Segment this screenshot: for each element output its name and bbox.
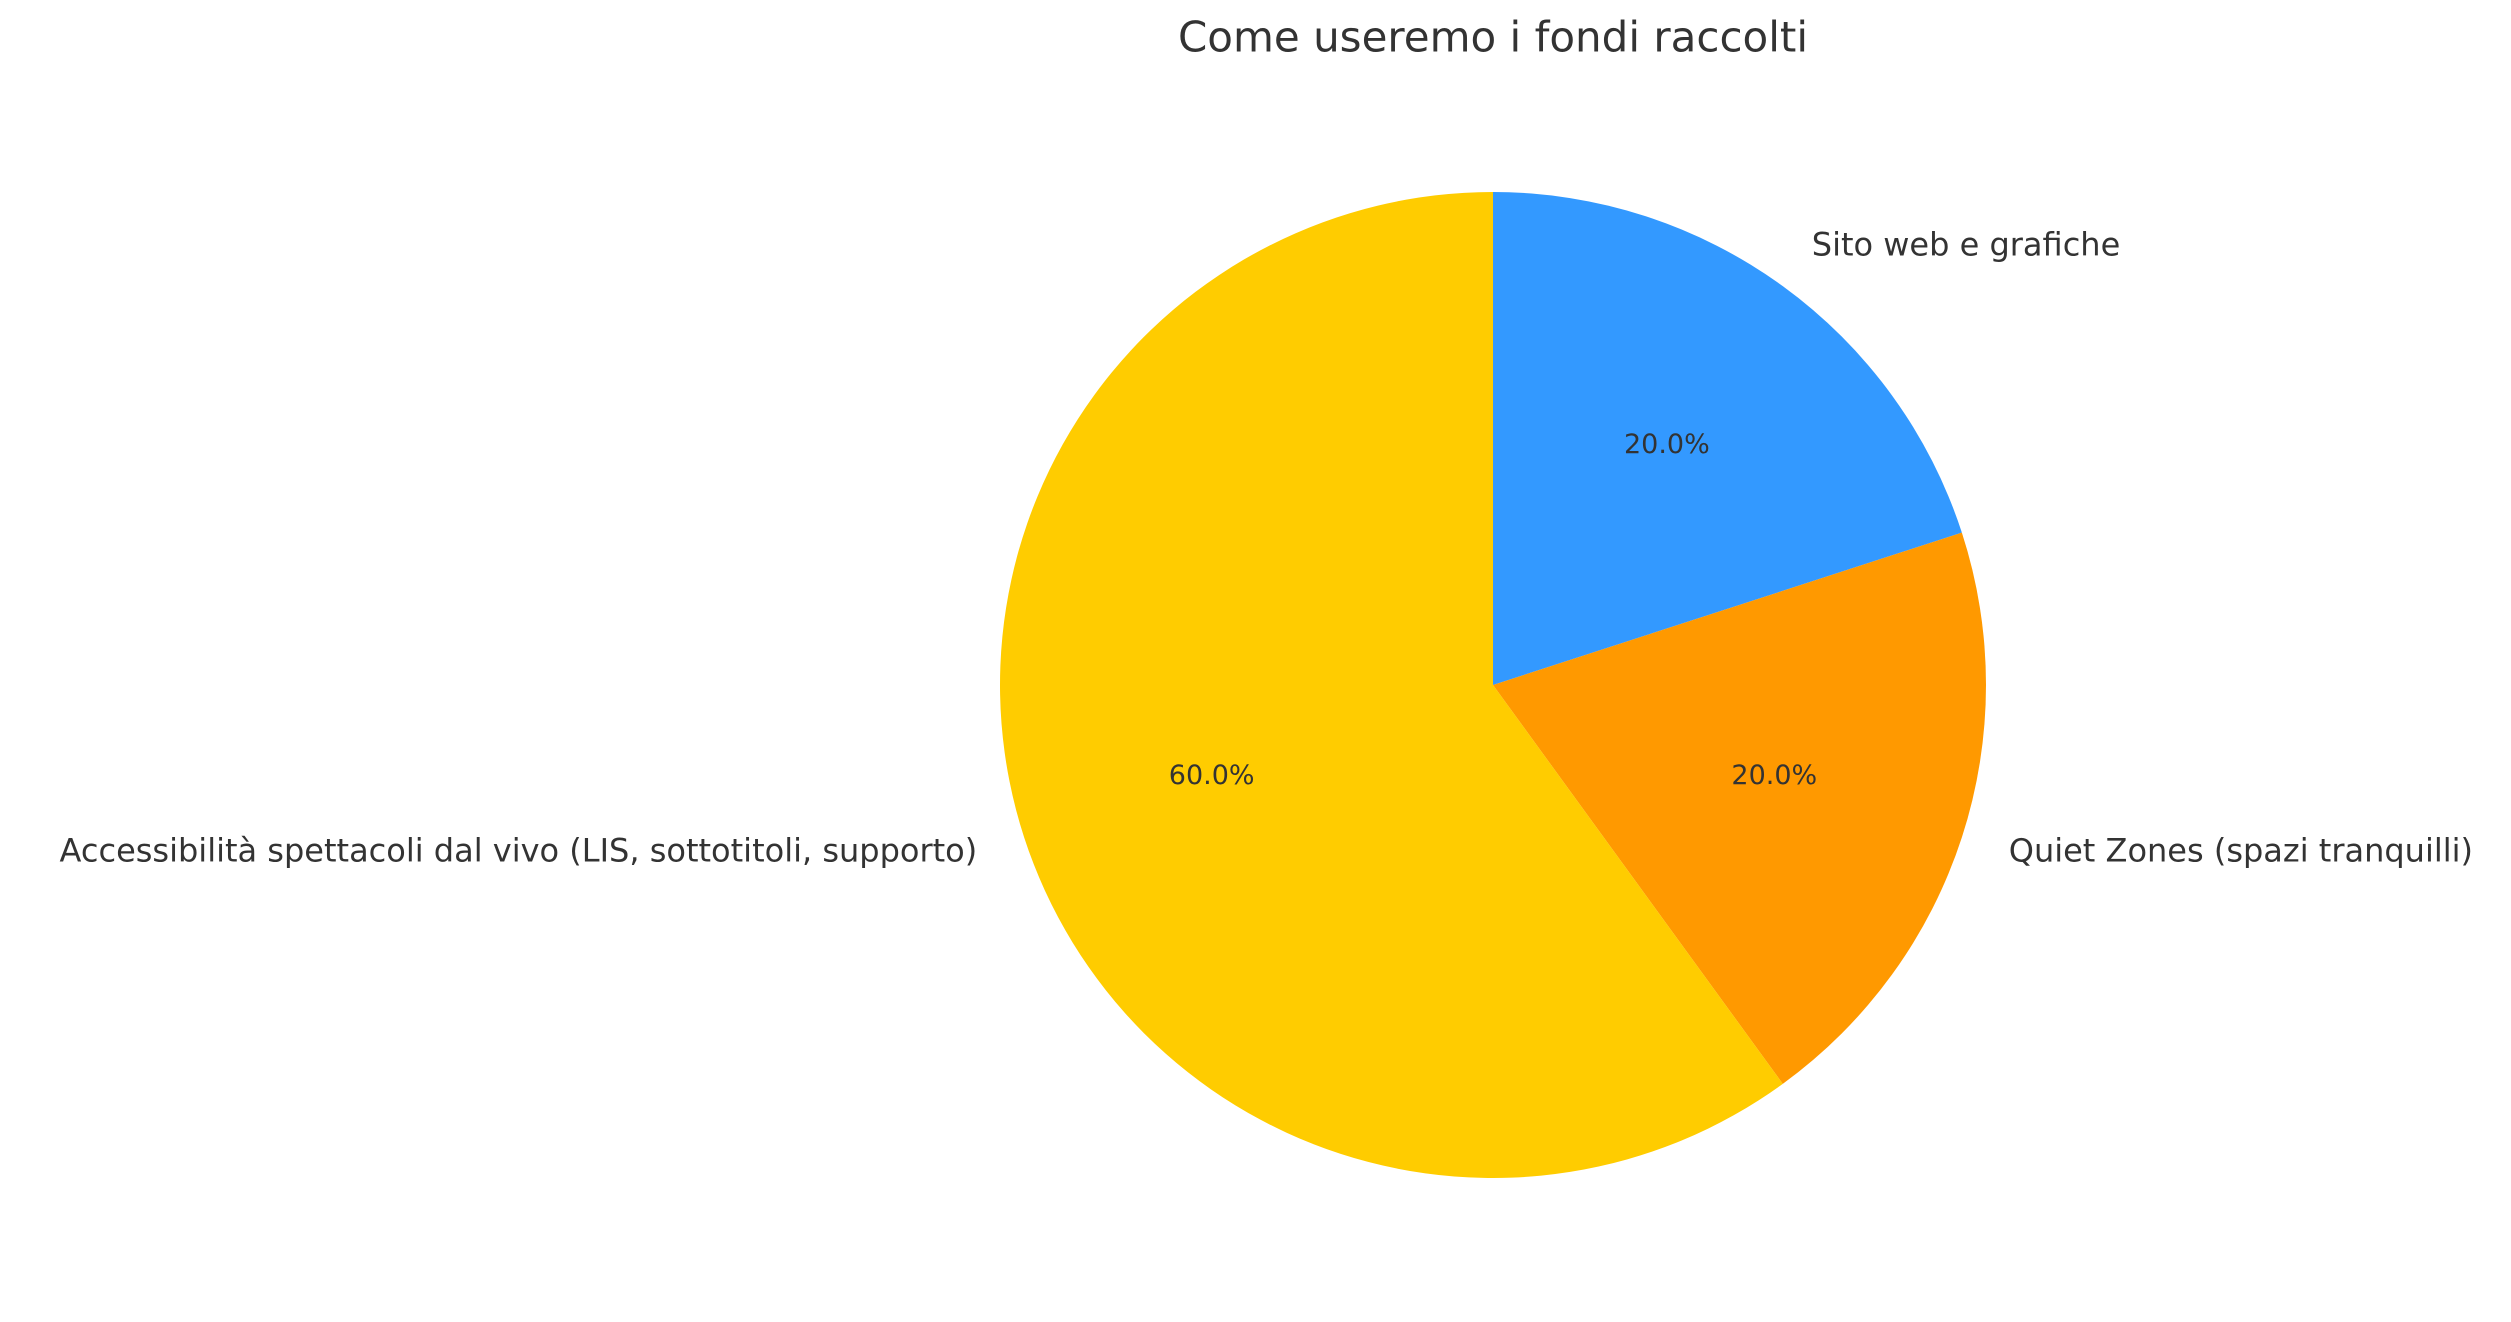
slice-label: Sito web e grafiche	[1812, 225, 2120, 263]
percent-label: 20.0%	[1731, 760, 1817, 791]
pie-slice	[999, 192, 1783, 1179]
percent-label: 60.0%	[1169, 760, 1255, 791]
slice-label: Quiet Zones (spazi tranquilli)	[2009, 832, 2473, 870]
percent-label: 20.0%	[1624, 429, 1710, 460]
chart-title: Come useremo i fondi raccolti	[1178, 13, 1808, 62]
slice-label: Accessibilità spettacoli dal vivo (LIS, …	[60, 832, 978, 870]
pie-slice	[1493, 532, 1986, 1084]
pie-slice	[1493, 192, 1962, 685]
